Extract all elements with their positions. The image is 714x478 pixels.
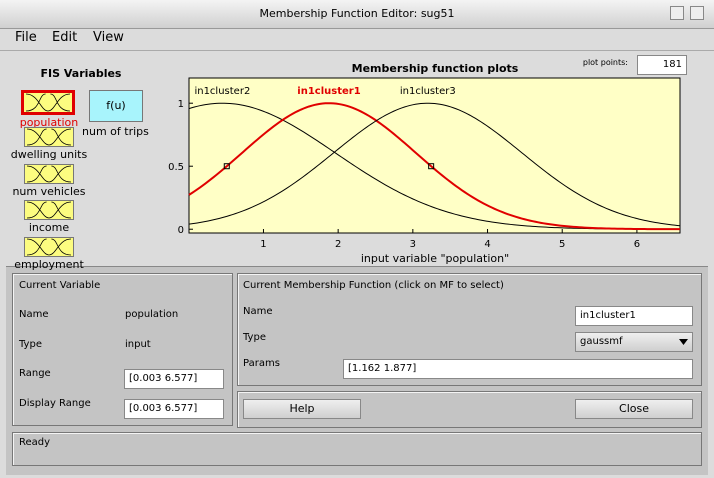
fis-title: FIS Variables [40,67,122,80]
x-tick-label: 6 [634,239,640,250]
plot-points-label: plot points: [582,58,628,67]
status-panel [12,432,702,466]
y-tick-label: 0.5 [168,162,184,173]
params-input[interactable]: [1.162 1.877] [343,359,693,379]
label: Type [19,339,42,350]
label: Params [243,358,280,369]
mf-icon [26,238,72,255]
output-box[interactable]: f(u) [89,90,143,122]
input-variable-name: income [28,221,70,234]
panel-title: Current Membership Function (click on MF… [243,280,504,291]
label: Display Range [19,398,91,409]
mf-curve[interactable] [188,102,680,231]
mf-name-input[interactable]: in1cluster1 [575,306,693,326]
range-input[interactable]: [0.003 6.577] [124,369,224,389]
value: population [125,309,179,320]
mf-icon [26,128,72,146]
separator [0,50,714,51]
input-variable-name: population [19,116,79,129]
x-tick-label: 1 [260,239,266,250]
output-name: num of trips [82,125,149,138]
input-variable-name: dwelling units [10,148,88,161]
chart-title: Membership function plots [352,62,519,75]
mf-plot: Membership function plots input variable… [168,62,681,265]
x-tick-label: 4 [484,239,490,250]
mf-curve[interactable] [188,102,681,227]
input-variable-box[interactable] [21,90,75,115]
mf-handle [223,163,230,170]
status-text: Ready [19,437,51,448]
mf-label: in1cluster2 [194,86,250,97]
label: Type [243,332,266,343]
mf-type-dropdown[interactable]: gaussmf [575,332,693,352]
input-variable-name: num vehicles [12,184,86,198]
input-variable-box[interactable] [24,127,74,147]
mf-label: in1cluster3 [400,86,456,97]
title-bar [0,0,714,29]
plot-points-input[interactable]: 181 [637,55,687,75]
menu-item[interactable]: Edit [52,30,78,45]
mf-icon [26,201,72,219]
maximize-button[interactable] [690,6,704,20]
label: Name [243,306,273,317]
menu-item[interactable]: View [93,30,124,45]
panel-title: Current Variable [19,280,101,291]
input-variable-box[interactable] [24,236,74,257]
input-variable-box[interactable] [24,200,74,220]
dropdown-arrow [679,339,688,345]
x-tick-label: 3 [410,239,416,250]
input-variable-box[interactable] [24,163,74,184]
input-variable-name: employment [14,257,84,271]
label: Name [19,309,49,320]
minimize-button[interactable] [670,6,684,20]
y-tick-label: 0 [178,225,184,236]
x-tick-label: 2 [335,239,341,250]
display-range-input[interactable]: [0.003 6.577] [124,399,224,419]
label: Range [19,368,51,379]
close-button[interactable]: Close [575,399,693,419]
y-tick-label: 1 [178,99,184,110]
mf-handle [428,163,435,170]
mf-icon [26,165,72,182]
menu-item[interactable]: File [15,30,37,45]
mf-icon [25,93,71,112]
plot-area [188,77,681,234]
value: input [125,339,151,350]
help-button[interactable]: Help [243,399,361,419]
x-tick-label: 5 [559,239,565,250]
x-axis-label: input variable "population" [361,252,509,265]
window-title: Membership Function Editor: sug51 [259,7,455,20]
mf-label: in1cluster1 [297,86,360,97]
